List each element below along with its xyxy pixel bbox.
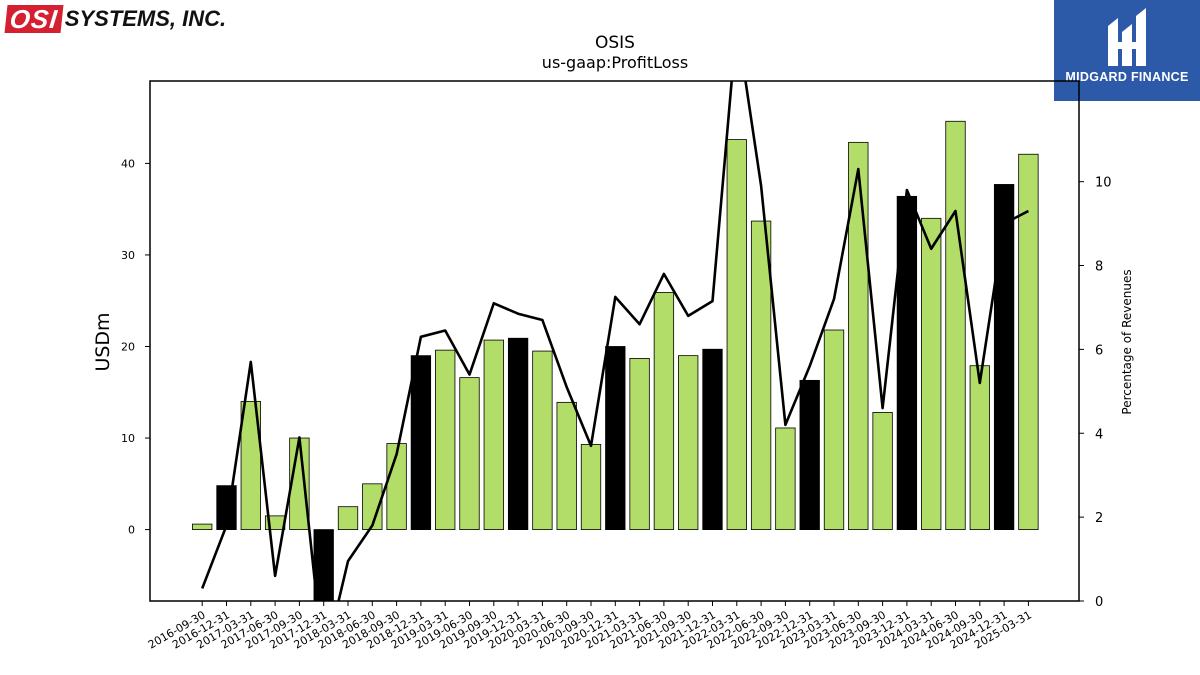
bar [799, 379, 820, 530]
y-tick-label: 20 [121, 340, 135, 353]
bar [337, 506, 359, 530]
y2-tick-label: 8 [1095, 260, 1103, 275]
plot-frame [149, 80, 1080, 602]
y2-tick-label: 10 [1095, 176, 1112, 191]
y-tick-label: 40 [121, 157, 135, 170]
bar [459, 377, 480, 530]
bar [823, 329, 845, 530]
y2-tick-label: 6 [1095, 343, 1103, 358]
bar [750, 220, 772, 530]
bar [556, 401, 577, 530]
bar [483, 339, 504, 530]
bar [192, 523, 213, 530]
bar [362, 483, 383, 530]
midgard-logo-icon [1108, 8, 1146, 66]
bar [532, 350, 553, 530]
bar [435, 349, 456, 530]
bar [993, 184, 1015, 530]
y-tick-label: 10 [121, 432, 135, 445]
bar [653, 292, 675, 530]
midgard-logo-text: MIDGARD FINANCE [1065, 70, 1189, 84]
y-tick-label: 0 [128, 524, 135, 537]
y2-tick-label: 2 [1095, 511, 1103, 526]
chart-subtitle: us-gaap:ProfitLoss [542, 53, 688, 72]
y2-axis-label: Percentage of Revenues [1120, 269, 1134, 414]
bar [872, 412, 893, 530]
bar [921, 217, 942, 530]
bar [848, 141, 869, 530]
bar [775, 427, 796, 530]
series-line [200, 81, 1029, 601]
bar [945, 120, 966, 530]
osi-logo-text: SYSTEMS, INC. [64, 6, 227, 31]
y-tick-label: 30 [121, 249, 135, 262]
bar [969, 365, 990, 530]
bar [580, 444, 602, 530]
y-axis-label: USDm [92, 312, 114, 371]
bar [605, 346, 626, 530]
osi-systems-logo: OSI SYSTEMS, INC. [4, 4, 227, 34]
bar [629, 357, 650, 530]
bar [726, 139, 747, 530]
bar [240, 401, 261, 530]
bar [507, 337, 529, 530]
bar [702, 348, 723, 530]
bar [1018, 153, 1039, 530]
bar [410, 355, 432, 530]
chart-title: OSIS [595, 33, 635, 53]
bar [678, 355, 699, 530]
y2-tick-label: 0 [1095, 595, 1103, 610]
y2-tick-label: 4 [1095, 427, 1103, 442]
